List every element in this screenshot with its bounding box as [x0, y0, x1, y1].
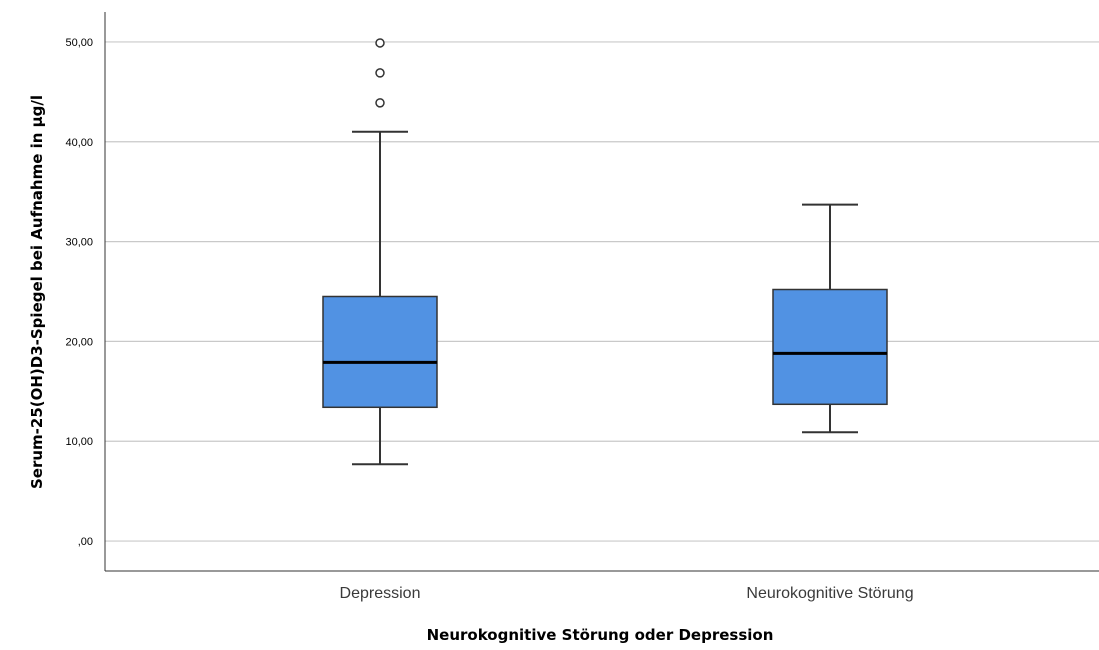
x-tick-labels: Depression Neurokognitive Störung — [340, 585, 914, 602]
iqr-box — [772, 288, 888, 406]
grid-lines — [105, 41, 1099, 542]
box-group — [322, 38, 438, 466]
outlier-point — [375, 38, 385, 48]
x-axis-title: Neurokognitive Störung oder Depression — [427, 626, 774, 644]
x-tick-label: Depression — [340, 585, 421, 602]
y-tick-labels: ,00 10,00 20,00 30,00 40,00 50,00 — [65, 37, 93, 548]
outlier-point — [375, 98, 385, 108]
iqr-box — [322, 295, 438, 409]
x-tick-label: Neurokognitive Störung — [746, 585, 913, 602]
y-tick-label: 30,00 — [65, 237, 93, 249]
y-tick-label: 10,00 — [65, 436, 93, 448]
boxes — [322, 38, 888, 466]
outlier-point — [375, 68, 385, 78]
axes — [104, 12, 1099, 572]
y-axis-title: Serum-25(OH)D3-Spiegel bei Aufnahme in µ… — [28, 95, 46, 489]
y-tick-label: ,00 — [78, 536, 93, 548]
y-tick-label: 50,00 — [65, 37, 93, 49]
y-tick-label: 40,00 — [65, 137, 93, 149]
box-group — [772, 203, 888, 434]
y-tick-label: 20,00 — [65, 336, 93, 348]
